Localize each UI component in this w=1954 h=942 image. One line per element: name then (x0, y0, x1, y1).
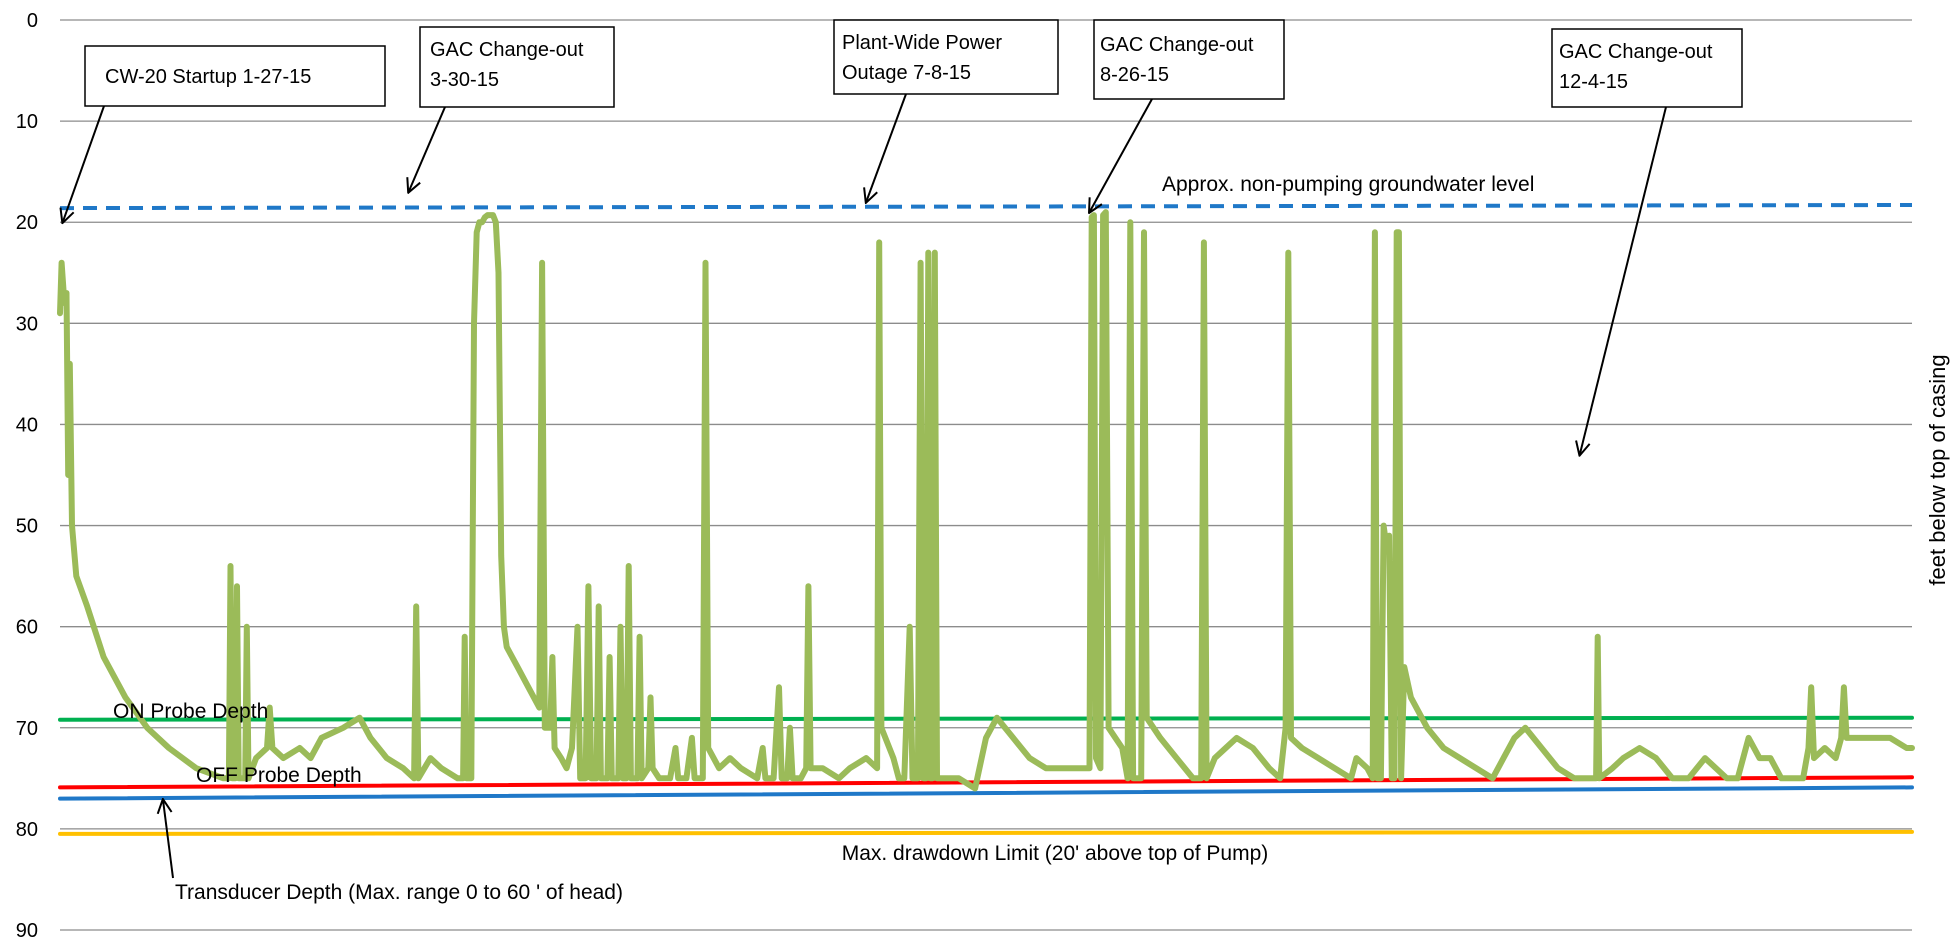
annotation-arrow (63, 105, 105, 222)
line-label: Transducer Depth (Max. range 0 to 60 ' o… (175, 881, 623, 904)
annotation-arrow (866, 93, 907, 202)
y-tick-label: 80 (16, 819, 38, 841)
gridlines (60, 19, 1912, 931)
line-labels: Approx. non-pumping groundwater level ON … (113, 173, 1534, 904)
annotations: CW-20 Startup 1-27-15 GAC Change-out 3-30-… (63, 19, 1743, 455)
y-tick-label: 10 (16, 111, 38, 133)
annotation-arrow (1089, 98, 1153, 212)
annotation: CW-20 Startup 1-27-15 (63, 45, 386, 222)
y-tick-label: 50 (16, 516, 38, 538)
annotation-text: 3-30-15 (430, 69, 499, 91)
y-tick-label: 0 (27, 10, 38, 32)
y-axis-ticks: 0 10 20 30 40 50 60 70 80 90 (16, 10, 38, 942)
transducer-arrow (163, 800, 174, 879)
annotation-text: 8-26-15 (1100, 64, 1169, 86)
annotation: GAC Change-out 8-26-15 (1089, 19, 1285, 212)
y-tick-label: 90 (16, 920, 38, 942)
reference-line-2 (58, 715, 1914, 722)
annotation-box (1551, 28, 1743, 108)
annotation-box (84, 45, 386, 107)
annotation-arrow (1580, 106, 1667, 455)
annotation-text: GAC Change-out (430, 39, 584, 61)
annotation: GAC Change-out 12-4-15 (1551, 28, 1743, 455)
y-tick-label: 70 (16, 718, 38, 740)
annotation-box (833, 19, 1059, 95)
annotation-text: GAC Change-out (1559, 41, 1713, 63)
series-lines (57, 203, 1915, 836)
reference-line-3 (58, 775, 1914, 790)
annotation-text: Outage 7-8-15 (842, 62, 971, 84)
y-tick-label: 60 (16, 617, 38, 639)
line-label: Approx. non-pumping groundwater level (1162, 173, 1534, 196)
y-tick-label: 30 (16, 313, 38, 335)
y-tick-label: 40 (16, 414, 38, 436)
reference-line-1 (59, 203, 1913, 211)
reference-line-5 (58, 829, 1914, 836)
annotation-text: GAC Change-out (1100, 34, 1254, 56)
line-label: ON Probe Depth (113, 700, 268, 723)
annotation-box (419, 26, 615, 108)
annotation: GAC Change-out 3-30-15 (409, 26, 615, 192)
annotation-box (1093, 19, 1285, 100)
y-axis-label: feet below top of casing (1925, 354, 1950, 585)
y-tick-label: 20 (16, 212, 38, 234)
annotation-text: 12-4-15 (1559, 71, 1628, 93)
water-level-series (57, 209, 1915, 792)
line-label: OFF Probe Depth (196, 764, 362, 787)
reference-line-4 (58, 785, 1914, 801)
annotation: Plant-Wide Power Outage 7-8-15 (833, 19, 1059, 202)
annotation-text: CW-20 Startup 1-27-15 (105, 66, 311, 88)
line-label: Max. drawdown Limit (20' above top of Pu… (842, 842, 1269, 865)
annotation-arrow (409, 106, 446, 192)
annotation-text: Plant-Wide Power (842, 32, 1002, 54)
